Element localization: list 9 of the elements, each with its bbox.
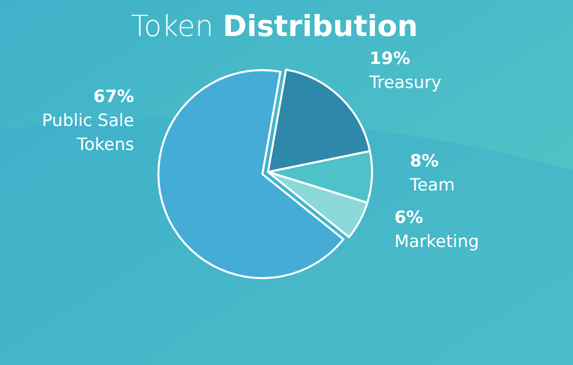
data-label: 8%: [410, 152, 439, 172]
data-label: 6%: [394, 208, 424, 228]
slice-label: Team: [408, 176, 455, 196]
slice-label: Public Sale Tokens: [42, 111, 134, 156]
slice-label: Treasury: [368, 72, 442, 93]
data-label: 19%: [369, 48, 410, 69]
slice-label: Marketing: [394, 232, 480, 252]
chart-title: Token Distribution: [131, 9, 418, 43]
data-label: 67%: [93, 87, 134, 108]
